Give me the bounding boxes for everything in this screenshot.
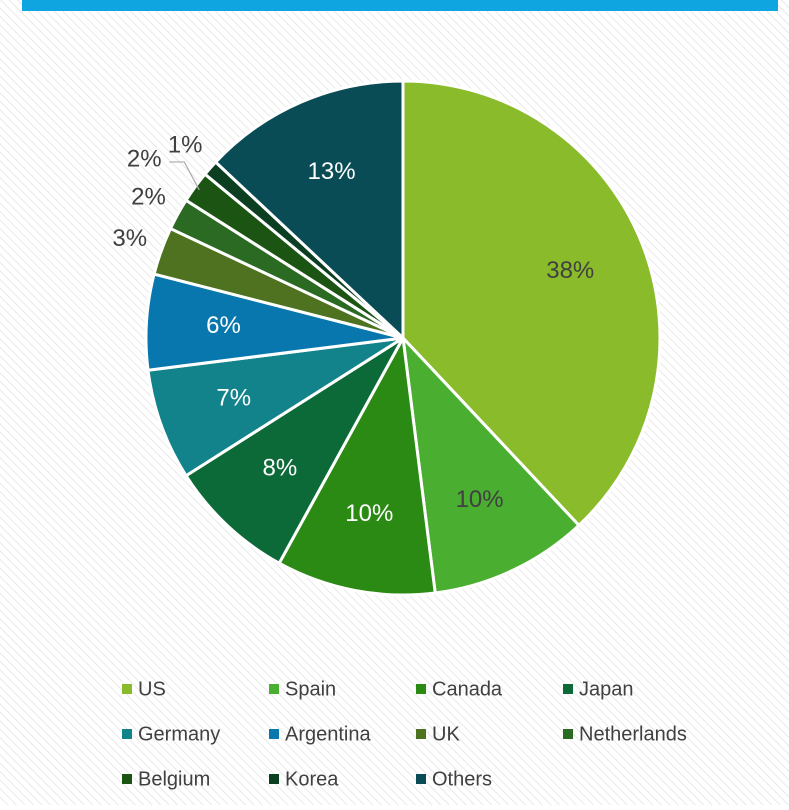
data-label: 6% xyxy=(206,312,241,339)
data-label: 10% xyxy=(345,500,393,527)
legend-label: Spain xyxy=(285,678,336,700)
data-label: 2% xyxy=(131,183,166,210)
legend-swatch xyxy=(563,684,573,694)
legend-label: UK xyxy=(432,723,460,745)
pie: 38% 10% 10% 8% 7% 6% 3% 2% 2%1% 13% xyxy=(112,79,662,597)
top-bar xyxy=(22,0,778,11)
legend-swatch xyxy=(416,774,426,784)
legend-swatch xyxy=(416,729,426,739)
pie-slice xyxy=(277,333,437,597)
pie-slice xyxy=(400,333,582,595)
legend-label: Japan xyxy=(579,678,634,700)
data-label: 38% xyxy=(546,257,594,284)
legend-swatch xyxy=(122,684,132,694)
legend-swatch xyxy=(416,684,426,694)
pie-slice xyxy=(183,336,405,566)
data-label: 1% xyxy=(168,131,203,158)
legend-swatch xyxy=(563,729,573,739)
legend-label: Others xyxy=(432,768,492,790)
legend-swatch xyxy=(122,729,132,739)
data-label: 8% xyxy=(263,454,298,481)
legend-label: US xyxy=(138,678,166,700)
legend-swatch xyxy=(269,684,279,694)
pie-slice xyxy=(146,336,404,478)
legend-label: Germany xyxy=(138,723,220,745)
legend: US Spain Canada Japan Germany Argentina UK Neth… xyxy=(122,678,687,790)
data-label: 2% xyxy=(127,145,162,172)
data-label: 7% xyxy=(216,384,251,411)
data-label: 13% xyxy=(308,158,356,185)
legend-swatch xyxy=(269,774,279,784)
data-label: 10% xyxy=(456,486,504,513)
legend-label: Netherlands xyxy=(579,723,687,745)
pie-slice xyxy=(213,79,405,342)
pie-slice xyxy=(401,79,662,528)
legend-label: Argentina xyxy=(285,723,371,745)
legend-swatch xyxy=(269,729,279,739)
legend-label: Canada xyxy=(432,678,503,700)
leader-line xyxy=(169,161,200,191)
data-label: 3% xyxy=(112,225,147,252)
legend-label: Korea xyxy=(285,768,339,790)
legend-swatch xyxy=(122,774,132,784)
legend-label: Belgium xyxy=(138,768,210,790)
